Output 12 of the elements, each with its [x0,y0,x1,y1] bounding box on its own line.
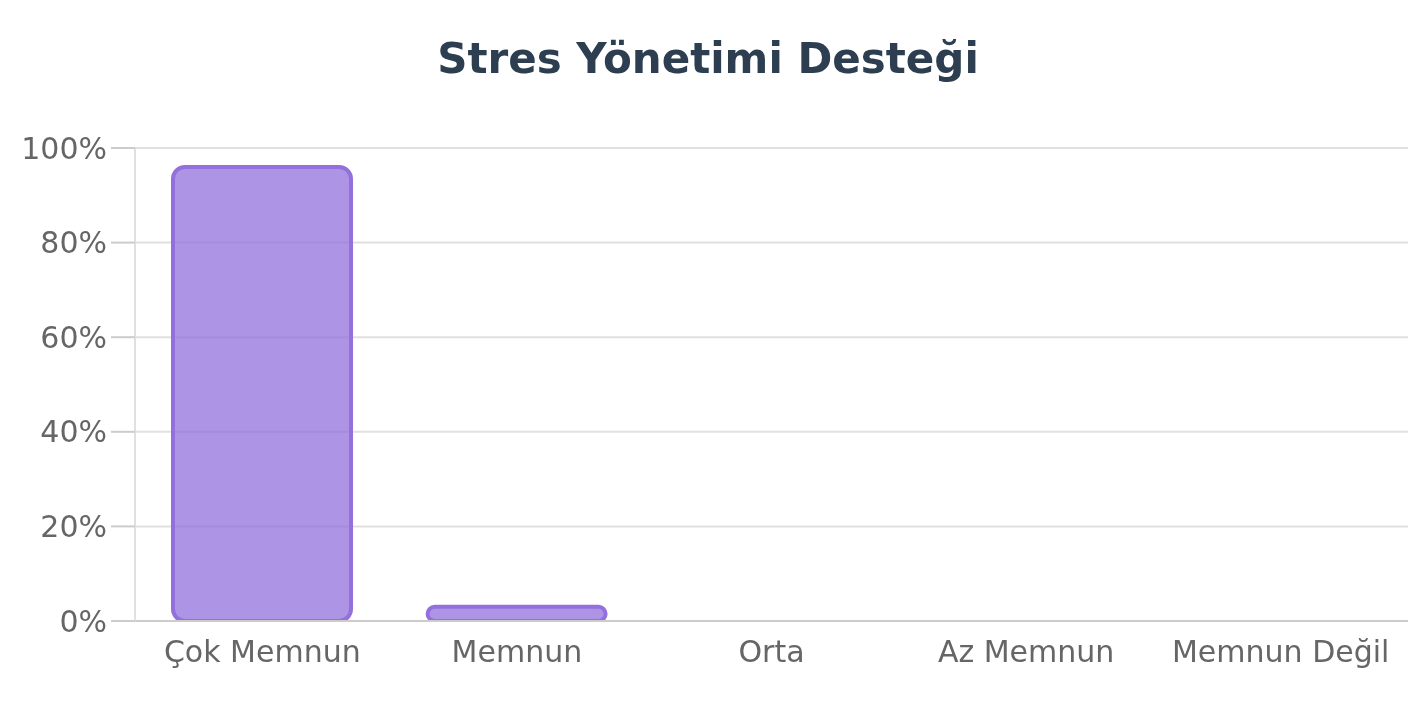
chart-title: Stres Yönetimi Desteği [437,33,979,83]
x-tick-label: Az Memnun [937,634,1115,670]
x-tick-label: Orta [738,634,805,670]
y-tick-label: 40% [40,414,107,450]
y-tick-label: 100% [21,130,107,166]
y-tick-label: 80% [40,225,107,261]
y-tick-label: 20% [40,509,107,545]
x-tick-label: Memnun [451,634,583,670]
x-tick-label: Çok Memnun [163,634,361,670]
x-tick-label: Memnun Değil [1171,634,1390,670]
y-tick-label: 0% [59,603,107,639]
y-tick-label: 60% [40,319,107,355]
